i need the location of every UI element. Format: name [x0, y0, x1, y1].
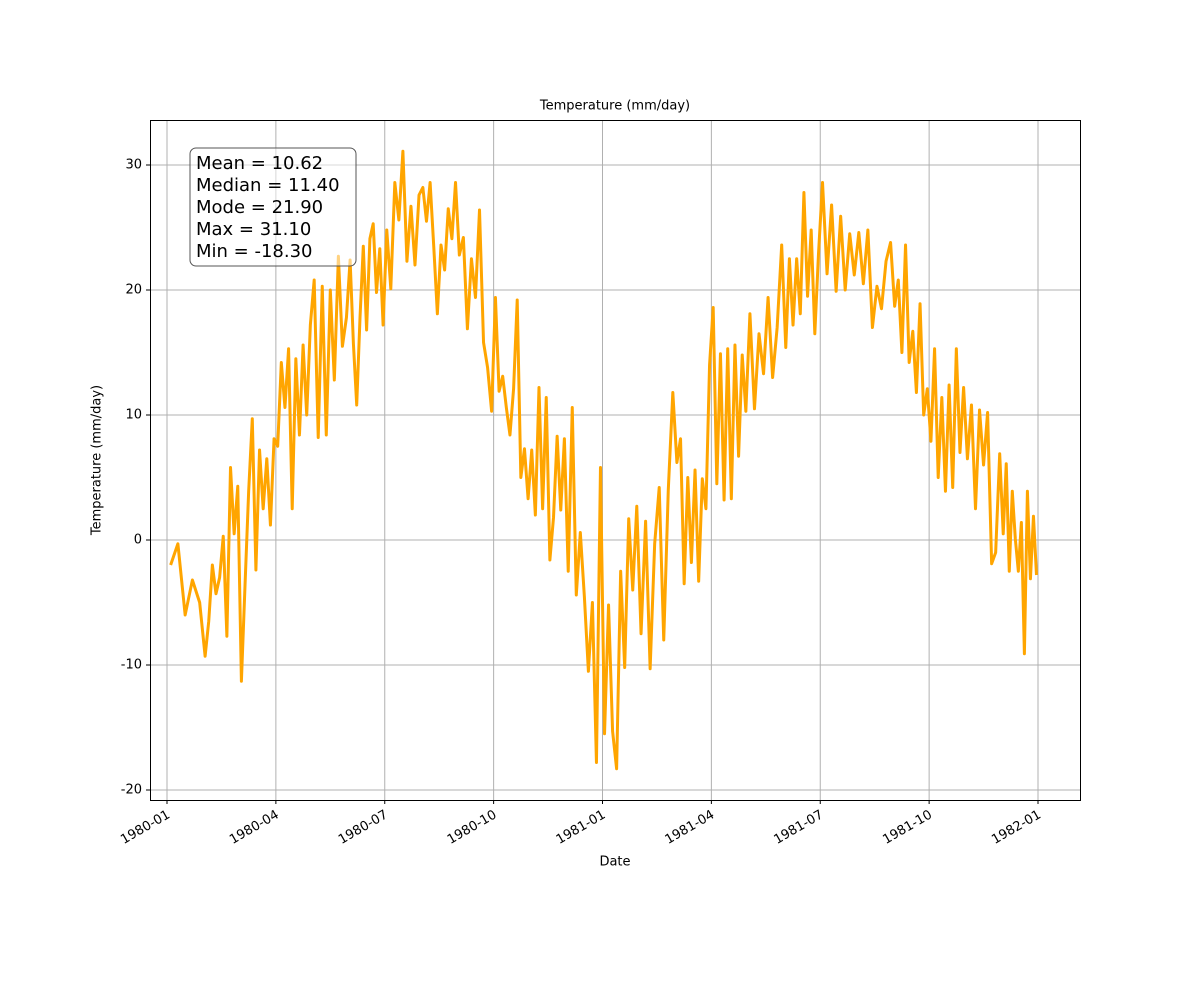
- stat-line: Min = -18.30: [196, 241, 313, 262]
- stat-line: Max = 31.10: [196, 219, 311, 240]
- y-tick-label: -20: [121, 783, 142, 798]
- x-tick-label: 1980-10: [445, 808, 500, 848]
- axes-frame: [150, 120, 1081, 801]
- stats-box: [189, 147, 357, 267]
- y-tick-label: 20: [125, 283, 142, 298]
- x-tick-label: 1982-01: [989, 808, 1044, 848]
- x-axis-label: Date: [599, 855, 630, 870]
- y-tick-label: 30: [125, 158, 142, 173]
- y-axis-label: Temperature (mm/day): [90, 385, 105, 536]
- y-tick-label: -10: [121, 658, 142, 673]
- stat-line: Median = 11.40: [196, 175, 340, 196]
- x-tick-label: 1981-01: [554, 808, 609, 848]
- y-tick-label: 10: [125, 408, 142, 423]
- x-tick-label: 1981-10: [880, 808, 935, 848]
- x-tick-label: 1980-07: [336, 808, 391, 848]
- x-tick-label: 1980-04: [227, 808, 282, 848]
- stat-line: Mean = 10.62: [196, 153, 323, 174]
- x-tick-label: 1981-04: [663, 808, 718, 848]
- x-tick-label: 1980-01: [118, 808, 173, 848]
- chart-title: Temperature (mm/day): [539, 99, 690, 114]
- stat-line: Mode = 21.90: [196, 197, 323, 218]
- plot-area: [169, 149, 1038, 771]
- x-tick-label: 1981-07: [771, 808, 826, 848]
- y-tick-label: 0: [134, 533, 142, 548]
- data-line: [169, 149, 1038, 771]
